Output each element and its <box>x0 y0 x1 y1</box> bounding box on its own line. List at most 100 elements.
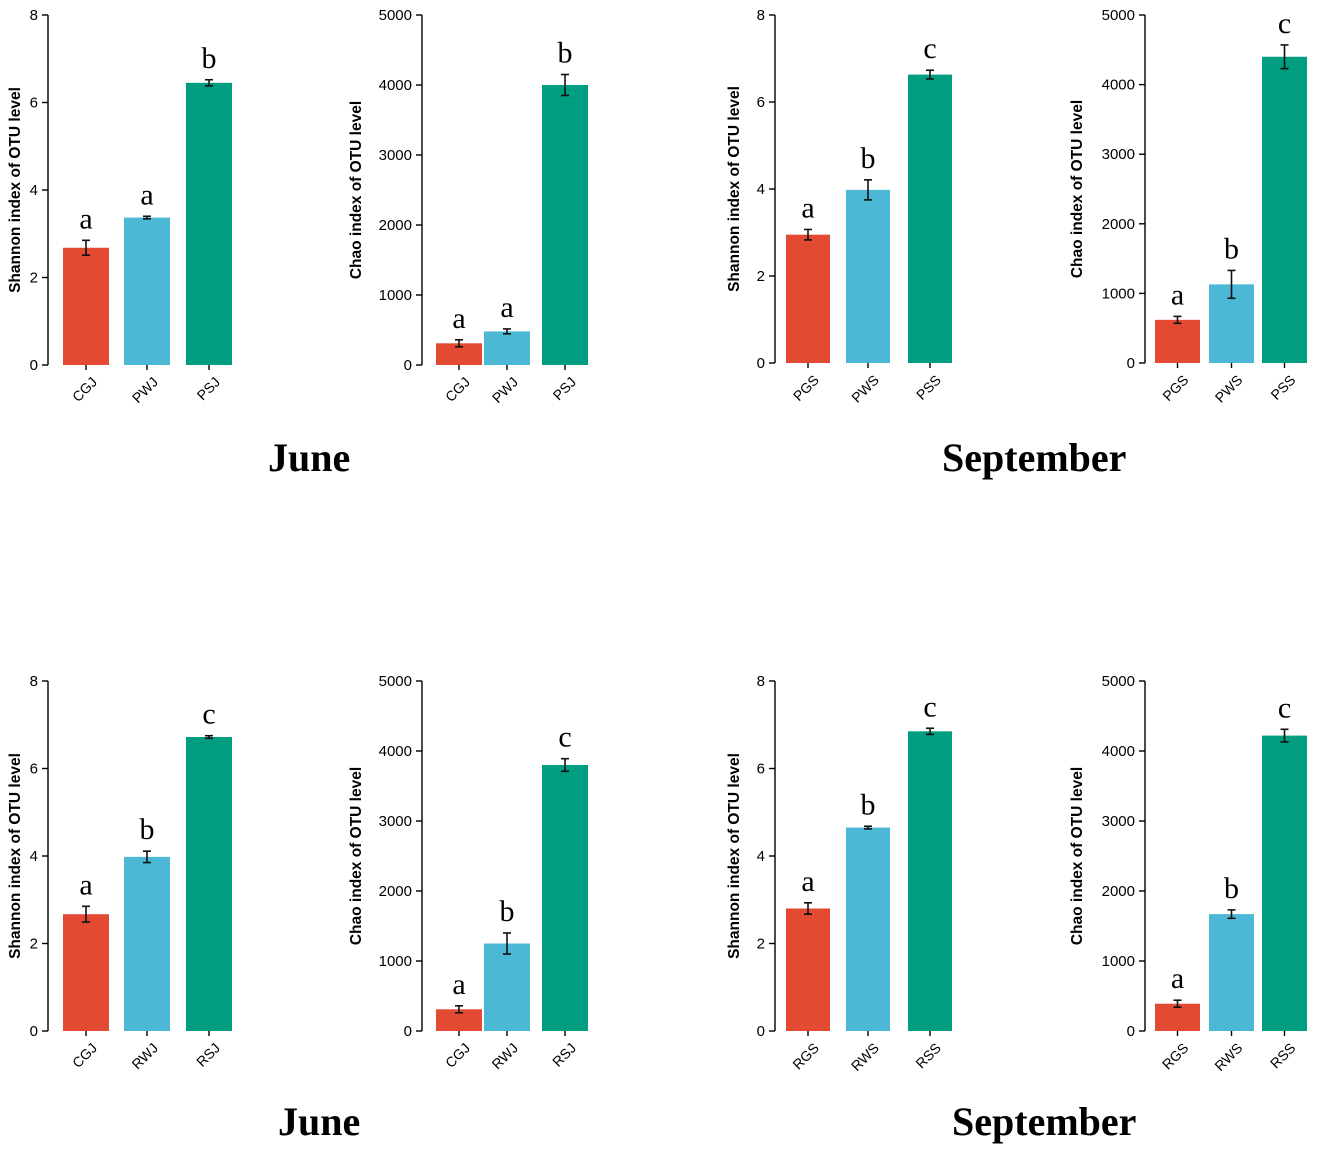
y-tick-label: 4000 <box>1102 77 1135 94</box>
month-label-september-bottom: September <box>952 1099 1137 1144</box>
chart-panel-7: 0 2 4 6 8 Shannon index of OTU level a RGS b RWS c… <box>726 673 952 1074</box>
y-tick-label: 8 <box>30 673 38 690</box>
bar-cgj <box>63 914 109 1031</box>
x-tick-label: PGS <box>1159 372 1191 404</box>
significance-letter: a <box>801 191 814 224</box>
x-tick-label: PSS <box>913 372 944 403</box>
significance-letter: b <box>202 42 217 75</box>
significance-letter: b <box>1224 232 1239 265</box>
significance-letter: c <box>1278 7 1291 40</box>
significance-letter: a <box>140 178 153 211</box>
x-tick-label: CGJ <box>69 1040 100 1071</box>
y-tick-label: 6 <box>30 761 38 778</box>
y-tick-label: 2000 <box>1102 883 1135 900</box>
significance-letter: b <box>861 142 876 175</box>
bar-psj <box>186 82 232 365</box>
y-tick-label: 2 <box>757 936 765 953</box>
bar-rsj <box>542 765 588 1031</box>
bar-pws <box>846 189 890 363</box>
significance-letter: a <box>500 291 513 324</box>
y-tick-label: 0 <box>1127 355 1135 372</box>
y-axis-label: Chao index of OTU level <box>1069 767 1086 945</box>
significance-letter: b <box>558 37 573 70</box>
bar-rss <box>908 731 952 1031</box>
y-tick-label: 2000 <box>379 883 412 900</box>
bar-pgs <box>786 234 830 363</box>
bar-rws <box>1209 914 1254 1031</box>
significance-letter: c <box>558 721 571 754</box>
y-tick-label: 6 <box>30 95 38 112</box>
bar-rwj <box>124 856 170 1031</box>
y-axis-label: Chao index of OTU level <box>348 101 365 279</box>
y-axis-label: Shannon index of OTU level <box>7 87 24 293</box>
x-tick-label: PWJ <box>129 374 161 406</box>
significance-letter: a <box>1171 278 1184 311</box>
significance-letter: b <box>1224 872 1239 905</box>
bar-pss <box>908 74 952 363</box>
y-tick-label: 3000 <box>1102 813 1135 830</box>
y-tick-label: 0 <box>30 357 38 374</box>
x-tick-label: PSJ <box>550 374 579 403</box>
x-tick-label: RSJ <box>193 1040 223 1070</box>
x-tick-label: RSS <box>1267 1040 1299 1072</box>
y-tick-label: 4 <box>757 181 765 198</box>
y-tick-label: 8 <box>30 7 38 24</box>
month-label-september-top: September <box>942 435 1127 480</box>
y-tick-label: 2 <box>30 270 38 287</box>
y-tick-label: 4 <box>757 848 765 865</box>
bar-cgj <box>436 1009 482 1031</box>
x-tick-label: PGS <box>790 372 822 404</box>
bar-rws <box>846 827 890 1031</box>
y-tick-label: 5000 <box>379 673 412 690</box>
y-tick-label: 4000 <box>1102 743 1135 760</box>
y-tick-label: 2000 <box>379 217 412 234</box>
y-axis-label: Chao index of OTU level <box>1069 100 1086 278</box>
y-tick-label: 8 <box>757 7 765 24</box>
y-axis-label: Shannon index of OTU level <box>726 86 743 292</box>
x-tick-label: CGJ <box>442 374 473 405</box>
y-tick-label: 1000 <box>379 287 412 304</box>
y-tick-label: 4 <box>30 182 38 199</box>
y-tick-label: 0 <box>30 1023 38 1040</box>
x-tick-label: RGS <box>1159 1040 1192 1073</box>
significance-letter: a <box>801 865 814 898</box>
bar-rgs <box>786 908 830 1031</box>
y-tick-label: 6 <box>757 94 765 111</box>
y-tick-label: 2000 <box>1102 216 1135 233</box>
bar-cgj <box>436 343 482 365</box>
x-tick-label: RWS <box>848 1040 882 1074</box>
x-tick-label: CGJ <box>442 1040 473 1071</box>
y-tick-label: 4000 <box>379 77 412 94</box>
bar-pgs <box>1155 319 1200 363</box>
y-tick-label: 2 <box>757 268 765 285</box>
y-tick-label: 2 <box>30 936 38 953</box>
y-tick-label: 3000 <box>379 147 412 164</box>
x-tick-label: RWJ <box>488 1040 521 1073</box>
y-tick-label: 0 <box>1127 1023 1135 1040</box>
bar-pwj <box>484 331 530 365</box>
x-tick-label: PWJ <box>489 374 521 406</box>
x-tick-label: RWJ <box>128 1040 161 1073</box>
y-tick-label: 8 <box>757 673 765 690</box>
chart-panel-5: 0 2 4 6 8 Shannon index of OTU level a CGJ b RWJ c… <box>7 673 232 1072</box>
y-tick-label: 0 <box>757 355 765 372</box>
significance-letter: a <box>452 968 465 1001</box>
bar-psj <box>542 85 588 365</box>
x-tick-label: PWS <box>848 372 882 406</box>
bar-rsj <box>186 737 232 1031</box>
y-tick-label: 0 <box>404 357 412 374</box>
y-tick-label: 0 <box>404 1023 412 1040</box>
y-axis-label: Chao index of OTU level <box>348 767 365 945</box>
bar-rwj <box>484 943 530 1031</box>
bar-rgs <box>1155 1003 1200 1031</box>
significance-letter: c <box>923 690 936 723</box>
y-tick-label: 4000 <box>379 743 412 760</box>
y-axis-label: Shannon index of OTU level <box>7 753 24 959</box>
bar-pwj <box>124 217 170 365</box>
significance-letter: c <box>923 32 936 65</box>
x-tick-label: PWS <box>1212 372 1246 406</box>
bar-rss <box>1262 735 1307 1031</box>
y-tick-label: 6 <box>757 761 765 778</box>
chart-panel-4: 0 1000 2000 3000 4000 5000 Chao index of OTU l… <box>1069 7 1307 406</box>
